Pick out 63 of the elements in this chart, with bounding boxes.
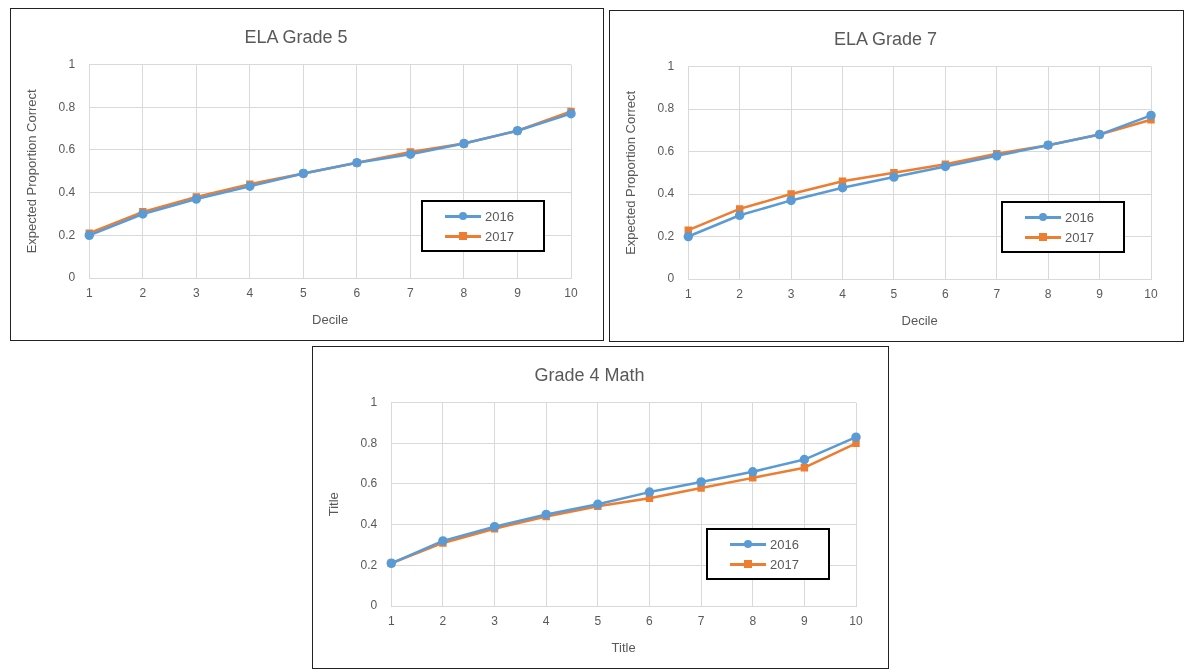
y-tick-label: 0.4 xyxy=(657,186,675,201)
y-axis-title: Expected Proportion Correct xyxy=(24,88,40,254)
y-tick-label: 0.8 xyxy=(360,435,378,450)
chart-title: ELA Grade 7 xyxy=(833,28,938,49)
x-axis-title: Title xyxy=(611,639,636,655)
x-tick-label: 7 xyxy=(993,286,1001,301)
chart-title: Grade 4 Math xyxy=(534,364,645,385)
x-tick-label: 7 xyxy=(407,285,415,300)
x-axis-title: Decile xyxy=(312,311,349,327)
legend-label: 2017 xyxy=(485,228,514,244)
legend-label: 2017 xyxy=(1065,229,1094,245)
x-tick-label: 5 xyxy=(594,613,602,628)
x-tick-label: 9 xyxy=(514,285,522,300)
x-tick-label: 1 xyxy=(387,613,395,628)
x-tick-label: 1 xyxy=(85,285,93,300)
x-tick-label: 6 xyxy=(942,286,949,301)
chart-title: ELA Grade 5 xyxy=(244,26,348,47)
x-tick-label: 8 xyxy=(749,613,757,628)
x-tick-label: 2 xyxy=(736,286,744,301)
x-tick-label: 8 xyxy=(1044,286,1052,301)
x-axis-title: Decile xyxy=(901,312,938,328)
y-tick-label: 0.2 xyxy=(360,557,378,572)
y-tick-label: 0 xyxy=(370,598,378,613)
x-tick-label: 3 xyxy=(787,286,795,301)
y-tick-label: 0.6 xyxy=(58,142,76,157)
x-tick-label: 5 xyxy=(300,285,308,300)
x-tick-label: 8 xyxy=(460,285,468,300)
x-tick-label: 6 xyxy=(353,285,361,300)
x-tick-label: 10 xyxy=(1144,286,1158,301)
x-tick-label: 4 xyxy=(839,286,847,301)
y-tick-label: 0.8 xyxy=(58,99,76,114)
x-tick-label: 3 xyxy=(491,613,499,628)
y-tick-label: 0 xyxy=(68,270,76,285)
x-tick-label: 1 xyxy=(684,286,692,301)
x-tick-label: 9 xyxy=(801,613,809,628)
y-tick-label: 0.4 xyxy=(58,184,76,199)
x-tick-label: 5 xyxy=(890,286,898,301)
x-tick-label: 9 xyxy=(1096,286,1104,301)
legend-label: 2016 xyxy=(485,208,514,224)
x-tick-label: 2 xyxy=(139,285,147,300)
y-tick-label: 0.2 xyxy=(657,228,675,243)
y-tick-label: 0.6 xyxy=(360,476,378,491)
x-tick-label: 4 xyxy=(542,613,550,628)
y-tick-label: 0.6 xyxy=(657,143,675,158)
legend-label: 2016 xyxy=(1065,209,1094,225)
x-tick-label: 4 xyxy=(246,285,254,300)
x-tick-label: 10 xyxy=(849,613,863,628)
legend-label: 2017 xyxy=(770,556,799,572)
y-tick-label: 0 xyxy=(667,271,675,286)
y-tick-label: 0.2 xyxy=(58,227,76,242)
y-tick-label: 0.8 xyxy=(657,101,675,116)
y-tick-label: 0.4 xyxy=(360,516,378,531)
x-tick-label: 6 xyxy=(646,613,654,628)
x-tick-label: 10 xyxy=(564,285,578,300)
y-axis-title: Expected Proportion Correct xyxy=(623,90,639,255)
y-tick-label: 1 xyxy=(667,58,675,73)
legend-label: 2016 xyxy=(770,536,799,552)
x-tick-label: 3 xyxy=(192,285,200,300)
y-tick-label: 1 xyxy=(370,394,378,409)
x-tick-label: 7 xyxy=(697,613,705,628)
y-axis-title: Title xyxy=(326,492,342,517)
y-tick-label: 1 xyxy=(68,56,76,71)
x-tick-label: 2 xyxy=(439,613,447,628)
